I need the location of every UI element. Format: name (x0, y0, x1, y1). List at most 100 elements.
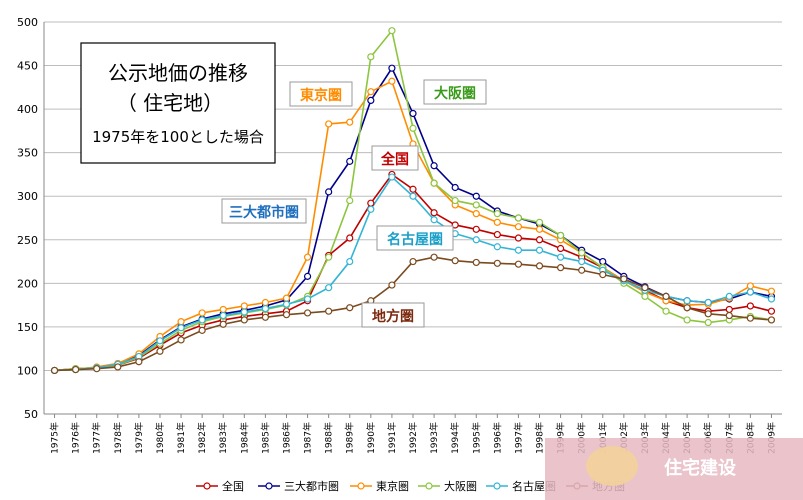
chart-subtitle: （ 住宅地） (117, 91, 223, 115)
data-point (767, 287, 776, 295)
data-point (325, 188, 333, 196)
y-axis-ticks: 50 100 150 200 250 300 350 400 450 500 (17, 16, 38, 421)
watermark-text: 住宅建设 (664, 457, 736, 479)
data-point (620, 275, 628, 283)
data-point (282, 300, 291, 308)
data-point (535, 262, 544, 270)
x-tick-label: 1976年 (70, 422, 82, 454)
chart-note: 1975年を100とした場合 (92, 128, 264, 146)
y-tick-label: 150 (17, 321, 38, 334)
data-point (746, 288, 754, 296)
data-point (451, 257, 459, 265)
legend-label: 三大都市圏 (284, 479, 339, 493)
x-tick-label: 1983年 (217, 422, 229, 454)
data-point (261, 304, 269, 313)
annotation-sandai-box (221, 198, 307, 224)
data-point (767, 307, 776, 315)
data-point (388, 77, 396, 85)
data-point (493, 243, 501, 251)
y-tick-label: 100 (17, 364, 38, 377)
data-point (346, 304, 354, 312)
data-point (472, 192, 480, 200)
annotation-tokyo: 東京圏 (300, 87, 342, 104)
data-point (535, 246, 544, 254)
data-point (177, 318, 185, 326)
x-tick-label: 1996年 (491, 422, 503, 454)
data-point (346, 196, 354, 205)
watermark: 住宅建设 (545, 438, 803, 500)
legend-label: 全国 (222, 479, 244, 493)
data-point (430, 253, 438, 261)
data-point (282, 294, 291, 302)
data-point (346, 257, 354, 266)
data-point (556, 231, 565, 240)
x-tick-label: 1987年 (302, 422, 314, 454)
data-point (325, 284, 333, 292)
data-point (662, 292, 670, 300)
data-point (303, 295, 312, 303)
data-point (282, 311, 291, 319)
data-point (367, 199, 375, 207)
data-point (746, 302, 754, 310)
data-point (388, 27, 396, 35)
x-tick-label: 1989年 (344, 422, 356, 454)
data-point (303, 253, 312, 261)
data-point (367, 96, 375, 105)
x-tick-label: 1997年 (512, 422, 524, 454)
x-tick-label: 1991年 (386, 422, 398, 454)
y-tick-label: 400 (17, 103, 38, 116)
data-point (493, 230, 501, 239)
x-tick-label: 1986年 (280, 422, 292, 454)
annotation-tokyo-box (289, 81, 353, 107)
data-point (641, 292, 649, 300)
x-tick-label: 1977年 (91, 422, 103, 454)
annotation-chiho-box (361, 302, 425, 328)
data-point (683, 316, 691, 324)
title-box-frame (80, 42, 276, 164)
data-point (704, 318, 712, 327)
data-point (177, 324, 185, 332)
data-point (303, 309, 312, 317)
data-point (725, 311, 733, 320)
data-point (514, 246, 523, 254)
data-point (156, 347, 164, 355)
data-point (472, 201, 480, 209)
legend-label: 東京圏 (376, 479, 409, 493)
data-point (578, 266, 586, 274)
data-point (346, 118, 354, 126)
legend-swatch-marker (203, 482, 211, 490)
data-point (367, 53, 375, 61)
data-point (493, 259, 501, 267)
title-box: 公示地価の推移 （ 住宅地） 1975年を100とした場合 (80, 42, 276, 164)
data-point (346, 234, 354, 242)
data-point (704, 310, 712, 318)
x-tick-label: 1978年 (112, 422, 124, 454)
data-point (367, 205, 375, 213)
data-point (409, 185, 417, 193)
legend-label: 大阪圏 (444, 479, 477, 493)
data-point (683, 304, 691, 312)
data-point (683, 297, 691, 305)
data-point (198, 309, 206, 317)
data-point (578, 257, 586, 266)
data-point (388, 281, 396, 289)
data-point (135, 358, 143, 366)
x-tick-label: 1990年 (365, 422, 377, 454)
data-point (535, 218, 544, 226)
data-point (746, 314, 754, 322)
data-point (451, 183, 459, 192)
annotation-osaka-box (423, 79, 487, 105)
data-point (472, 225, 480, 233)
data-point (556, 264, 565, 272)
x-tick-label: 1975年 (49, 422, 61, 454)
data-point (430, 179, 438, 187)
data-point (430, 209, 438, 217)
data-point (409, 109, 417, 118)
data-point (535, 236, 544, 244)
data-point (430, 216, 438, 224)
data-point (303, 272, 312, 280)
x-tick-label: 1979年 (133, 422, 145, 454)
data-point (325, 307, 333, 315)
x-tick-label: 1993年 (428, 422, 440, 454)
